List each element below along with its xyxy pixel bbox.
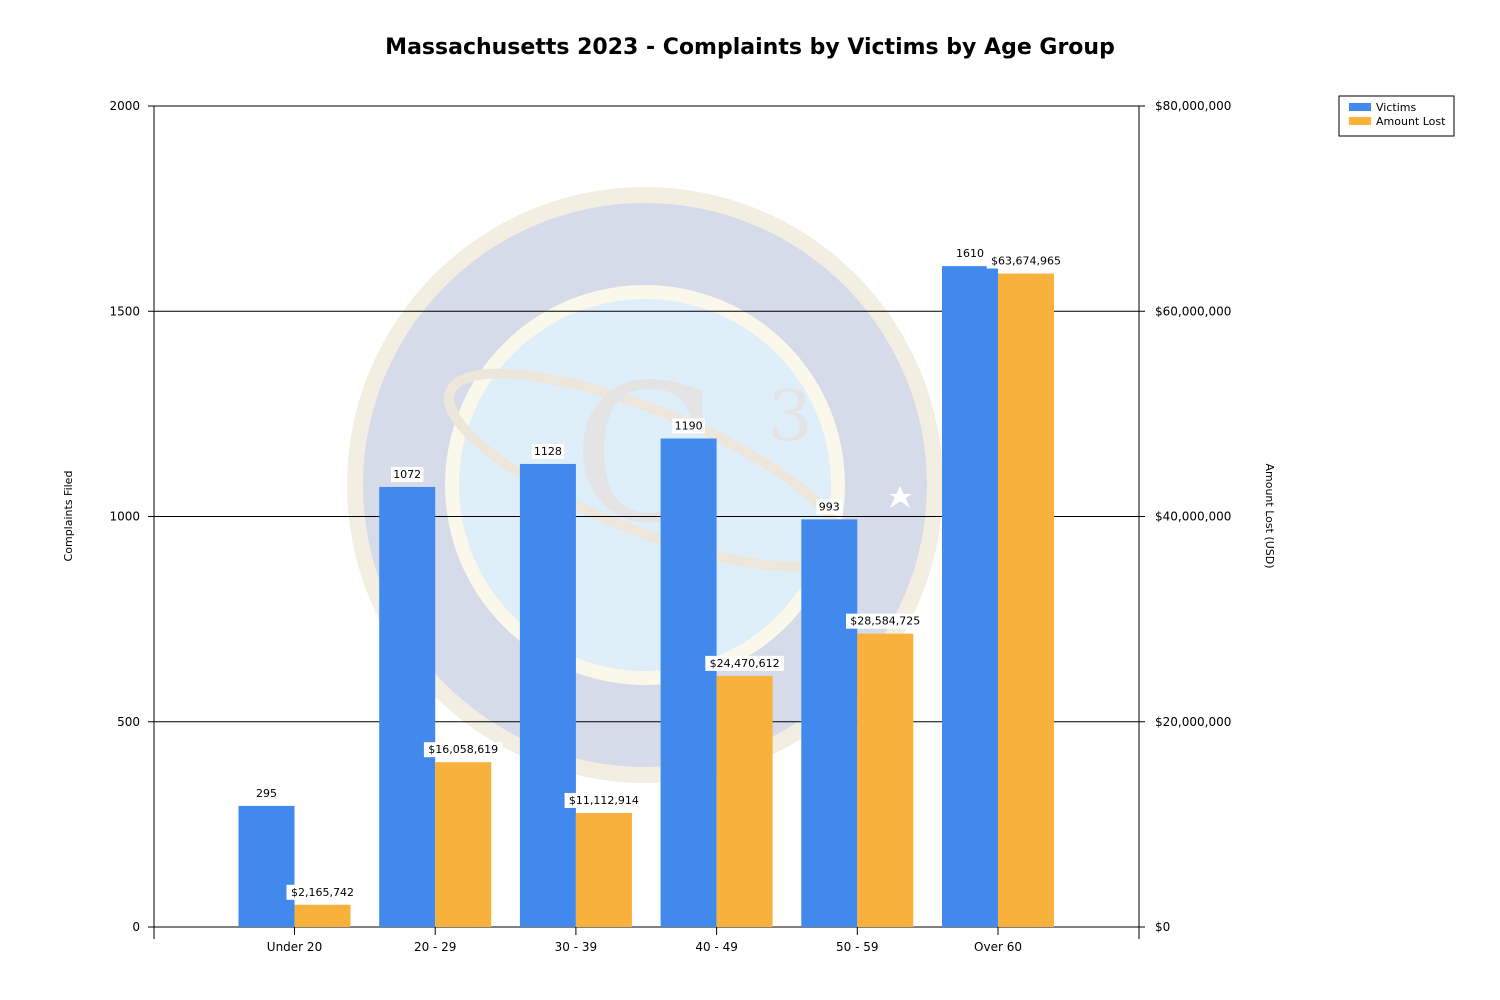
bar-amount-lost — [294, 904, 351, 927]
x-tick-label: 20 - 29 — [414, 940, 457, 954]
data-label-bg — [531, 443, 565, 459]
data-label-bg — [672, 418, 705, 434]
data-label-bg — [986, 253, 1066, 269]
data-label-victims: 1190 — [675, 420, 703, 433]
svg-text:3: 3 — [768, 375, 813, 457]
data-label-amount-lost: $11,112,914 — [569, 794, 639, 807]
y-axis-right-title: Amount Lost (USD) — [1263, 463, 1276, 568]
data-label-victims: 1128 — [534, 445, 562, 458]
bar-victims — [519, 463, 576, 927]
x-tick-label: Over 60 — [974, 940, 1022, 954]
x-tick-label: 40 - 49 — [695, 940, 738, 954]
data-label-victims: 993 — [819, 500, 840, 513]
y-right-tick-label: $60,000,000 — [1155, 304, 1231, 318]
bars — [238, 266, 1054, 928]
legend-box — [1338, 95, 1455, 137]
data-label-amount-lost: $63,674,965 — [991, 255, 1061, 268]
bar-amount-lost — [435, 762, 492, 927]
data-label-amount-lost: $28,584,725 — [850, 615, 920, 628]
y-right-tick-label: $40,000,000 — [1155, 510, 1231, 524]
data-label-bg — [846, 613, 925, 629]
data-label-bg — [564, 792, 644, 808]
data-label-amount-lost: $24,470,612 — [710, 657, 780, 670]
y-left-tick-label: 1500 — [109, 304, 140, 318]
data-label-bg — [953, 246, 987, 262]
chart-title: Massachusetts 2023 - Complaints by Victi… — [385, 35, 1115, 60]
data-label-bg — [391, 466, 424, 482]
data-label-victims: 1610 — [956, 247, 984, 260]
bar-victims — [942, 266, 998, 928]
legend-swatch-amount-lost — [1349, 117, 1371, 125]
data-label-amount-lost: $2,165,742 — [291, 886, 354, 899]
bar-victims — [238, 805, 295, 927]
bar-amount-lost — [575, 812, 632, 927]
data-label-victims: 295 — [256, 787, 277, 800]
y-right-tick-label: $20,000,000 — [1155, 715, 1231, 729]
x-tick-label: 50 - 59 — [836, 940, 879, 954]
y-right-tick-label: $80,000,000 — [1155, 99, 1231, 113]
data-labels: 295 $2,165,742 1072 $16,058,619 1128 $11,112,… — [253, 246, 1066, 900]
data-label-bg — [253, 785, 280, 801]
x-tick-label: 30 - 39 — [555, 940, 598, 954]
data-label-bg — [286, 884, 359, 900]
y-left-tick-label: 500 — [117, 715, 140, 729]
y-left-tick-label: 1000 — [109, 510, 140, 524]
legend-swatch-victims — [1349, 103, 1371, 111]
legend-label-victims: Victims — [1376, 101, 1416, 114]
y-left-tick-label: 2000 — [109, 99, 140, 113]
legend: Victims Amount Lost — [1338, 95, 1455, 137]
bar-amount-lost — [857, 633, 914, 927]
data-label-bg — [423, 742, 503, 758]
y-left-tick-label: 0 — [132, 920, 140, 934]
y-axis-left-title: Complaints Filed — [62, 471, 75, 562]
axes: 0 500 1000 1500 2000 $0 $20,000,000 $40,000,000… — [109, 99, 1231, 954]
bar-victims — [801, 519, 858, 927]
data-label-bg — [705, 655, 784, 671]
data-label-victims: 1072 — [393, 468, 421, 481]
bar-amount-lost — [716, 675, 773, 927]
y-right-tick-label: $0 — [1155, 920, 1170, 934]
data-label-amount-lost: $16,058,619 — [428, 743, 498, 756]
legend-label-amount-lost: Amount Lost — [1376, 115, 1446, 128]
data-label-bg — [816, 499, 843, 515]
bar-victims — [379, 486, 436, 927]
bar-amount-lost — [998, 273, 1054, 928]
bar-victims — [660, 438, 717, 927]
x-tick-label: Under 20 — [267, 940, 322, 954]
